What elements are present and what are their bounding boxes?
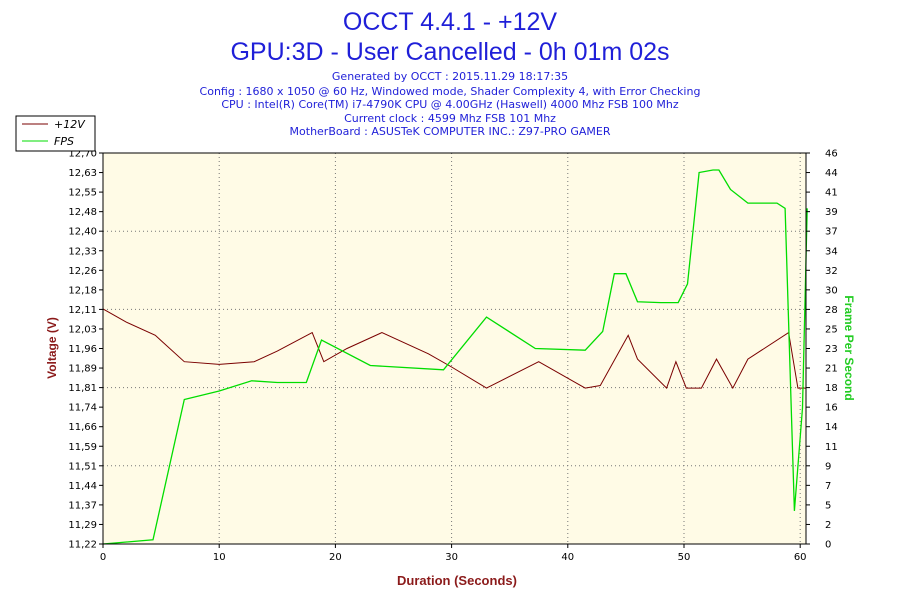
y-tick-label-left: 11,51: [68, 461, 97, 472]
y-tick-label-right: 32: [825, 266, 838, 277]
x-tick-label: 10: [213, 552, 226, 563]
y-tick-label-right: 0: [825, 540, 831, 551]
x-tick-label: 0: [100, 552, 106, 563]
y-tick-label-right: 11: [825, 442, 838, 453]
y-tick-label-right: 23: [825, 344, 838, 355]
y-tick-label-right: 34: [825, 246, 838, 257]
y-tick-label-left: 12,48: [68, 207, 97, 218]
y-tick-label-left: 11,37: [68, 500, 97, 511]
info-cpu: CPU : Intel(R) Core(TM) i7-4790K CPU @ 4…: [221, 98, 679, 111]
y-tick-label-left: 11,29: [68, 520, 97, 531]
y-tick-label-right: 44: [825, 168, 838, 179]
y-tick-label-left: 11,66: [68, 422, 97, 433]
y-tick-label-left: 11,81: [68, 383, 97, 394]
y-tick-label-left: 12,03: [68, 324, 97, 335]
y-tick-label-right: 2: [825, 520, 831, 531]
legend-label-voltage: +12V: [54, 118, 86, 131]
plot-area: [103, 153, 806, 544]
y-tick-label-left: 12,70: [68, 149, 97, 160]
y-axis-left-ticks: 11,22 11,29 11,37 11,44 11,51 11,59 11,66 11,74…: [68, 149, 103, 551]
info-clock: Current clock : 4599 Mhz FSB 101 Mhz: [344, 112, 556, 125]
info-config: Config : 1680 x 1050 @ 60 Hz, Windowed m…: [200, 85, 701, 98]
y-tick-label-right: 37: [825, 227, 838, 238]
legend-label-fps: FPS: [54, 135, 74, 148]
info-generated: Generated by OCCT : 2015.11.29 18:17:35: [332, 70, 568, 83]
y-tick-label-right: 25: [825, 324, 838, 335]
y-tick-label-left: 11,22: [68, 540, 97, 551]
y-axis-right-label: Frame Per Second: [842, 295, 856, 400]
y-tick-label-left: 11,59: [68, 442, 97, 453]
legend: +12V FPS: [15, 115, 96, 152]
y-tick-label-left: 12,55: [68, 188, 97, 199]
series-line-fps: [102, 169, 808, 545]
x-tick-label: 40: [561, 552, 574, 563]
chart-subtitle: GPU:3D - User Cancelled - 0h 01m 02s: [230, 38, 669, 66]
x-axis-ticks: 0 10 20 30 40 50 60: [100, 544, 807, 563]
y-tick-label-left: 12,18: [68, 285, 97, 296]
y-tick-label-left: 11,74: [68, 403, 97, 414]
series-fps-group: [102, 169, 808, 545]
x-tick-label: 30: [445, 552, 458, 563]
y-tick-label-left: 11,44: [68, 481, 97, 492]
y-tick-label-right: 30: [825, 285, 838, 296]
x-tick-label: 20: [329, 552, 342, 563]
y-tick-label-left: 12,63: [68, 168, 97, 179]
y-tick-label-left: 12,11: [68, 305, 97, 316]
legend-box: [15, 115, 96, 152]
chart-title: OCCT 4.4.1 - +12V: [343, 8, 558, 36]
y-tick-label-left: 12,40: [68, 227, 97, 238]
y-tick-label-right: 41: [825, 188, 838, 199]
y-tick-label-right: 16: [825, 403, 838, 414]
y-tick-label-right: 46: [825, 149, 838, 160]
y-tick-label-right: 21: [825, 364, 838, 375]
x-tick-label: 50: [678, 552, 691, 563]
y-tick-label-right: 39: [825, 207, 838, 218]
y-tick-label-right: 9: [825, 461, 831, 472]
info-motherboard: MotherBoard : ASUSTeK COMPUTER INC.: Z97…: [290, 125, 611, 138]
series-voltage-group: [102, 308, 806, 390]
y-tick-label-left: 11,96: [68, 344, 97, 355]
y-tick-label-left: 12,26: [68, 266, 97, 277]
x-axis-label: Duration (Seconds): [397, 573, 517, 588]
y-tick-label-right: 5: [825, 500, 831, 511]
y-axis-left-label: Voltage (V): [45, 317, 59, 379]
y-tick-label-right: 18: [825, 383, 838, 394]
y-tick-label-right: 7: [825, 481, 831, 492]
y-tick-label-left: 12,33: [68, 246, 97, 257]
y-tick-label-left: 11,89: [68, 364, 97, 375]
info-block: Generated by OCCT : 2015.11.29 18:17:35 …: [200, 70, 701, 138]
x-tick-label: 60: [794, 552, 807, 563]
y-tick-label-right: 28: [825, 305, 838, 316]
y-tick-label-right: 14: [825, 422, 838, 433]
series-line-voltage: [102, 308, 806, 390]
